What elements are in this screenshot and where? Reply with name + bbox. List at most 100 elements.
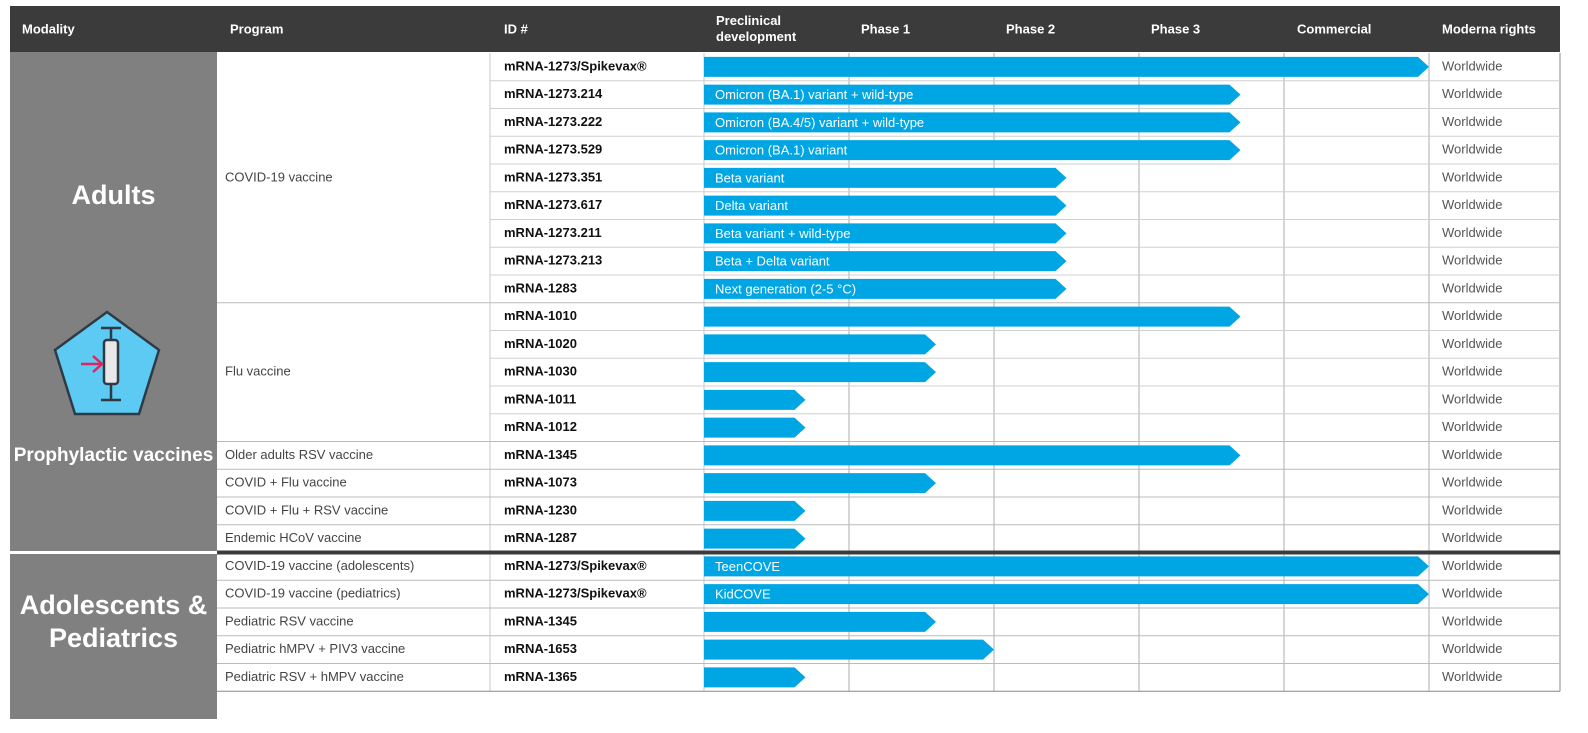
stage-bar [704,584,1429,605]
header-label: Phase 1 [861,21,910,36]
rights: Worldwide [1442,308,1502,323]
modality-name-box: Adolescents & Pediatrics [19,590,208,653]
header-label: Moderna rights [1442,21,1536,36]
rights: Worldwide [1442,225,1502,240]
rights: Worldwide [1442,391,1502,406]
stage-bar [704,278,1067,299]
stage-bar [704,528,806,549]
candidate-id: mRNA-1273.213 [504,253,602,268]
stage-bar [704,112,1241,133]
rights: Worldwide [1442,86,1502,101]
program-name: COVID-19 vaccine (pediatrics) [225,586,401,601]
header-bar [10,6,1560,52]
modality-subtitle-box: Prophylactic vaccines [13,444,214,466]
bar-label: Omicron (BA.4/5) variant + wild-type [715,115,924,130]
candidate-id: mRNA-1230 [504,502,577,517]
stage-bar [704,389,806,410]
header-label: Phase 2 [1006,21,1055,36]
rights: Worldwide [1442,142,1502,157]
bar-label: Next generation (2-5 °C) [715,281,856,296]
program-name: Pediatric RSV + hMPV vaccine [225,669,404,684]
bar-label: Beta + Delta variant [715,254,830,269]
rights: Worldwide [1442,364,1502,379]
program-name: COVID + Flu + RSV vaccine [225,502,388,517]
rights: Worldwide [1442,169,1502,184]
stage-bar [704,251,1067,272]
bar-label: Beta variant [715,170,785,185]
candidate-id: mRNA-1287 [504,530,577,545]
stage-bar [704,611,936,632]
stage-bar [704,362,936,383]
candidate-id: mRNA-1020 [504,336,577,351]
candidate-id: mRNA-1273/Spikevax® [504,586,647,601]
rights: Worldwide [1442,558,1502,573]
rights: Worldwide [1442,586,1502,601]
rights: Worldwide [1442,336,1502,351]
rights: Worldwide [1442,641,1502,656]
rights: Worldwide [1442,530,1502,545]
rights: Worldwide [1442,447,1502,462]
candidate-id: mRNA-1273.351 [504,169,602,184]
candidate-id: mRNA-1273/Spikevax® [504,558,647,573]
header-label: Preclinical development [716,13,797,44]
rights: Worldwide [1442,197,1502,212]
vaccine-icon [53,310,161,416]
stage-bar [704,223,1067,244]
bar-label: Omicron (BA.1) variant + wild-type [715,87,913,102]
stage-bar [704,500,806,521]
candidate-id: mRNA-1273.214 [504,86,603,101]
program-name: Endemic HCoV vaccine [225,530,362,545]
candidate-id: mRNA-1030 [504,364,577,379]
rights: Worldwide [1442,58,1502,73]
rights: Worldwide [1442,114,1502,129]
program-name: Pediatric hMPV + PIV3 vaccine [225,641,405,656]
candidate-id: mRNA-1012 [504,419,577,434]
program-name: COVID + Flu vaccine [225,475,347,490]
bar-label: Beta variant + wild-type [715,226,850,241]
candidate-id: mRNA-1073 [504,475,577,490]
stage-bar [704,167,1067,188]
rights: Worldwide [1442,475,1502,490]
program-name: COVID-19 vaccine [225,169,333,184]
bar-label: TeenCOVE [715,559,780,574]
rights: Worldwide [1442,669,1502,684]
modality-name: Adolescents & Pediatrics [19,590,208,653]
stage-bar [704,667,806,688]
rights: Worldwide [1442,502,1502,517]
candidate-id: mRNA-1273.222 [504,114,602,129]
candidate-id: mRNA-1011 [504,391,576,406]
rights: Worldwide [1442,419,1502,434]
rights: Worldwide [1442,253,1502,268]
stage-bar [704,417,806,438]
candidate-id: mRNA-1273/Spikevax® [504,58,647,73]
stage-bar [704,140,1241,161]
header-box: Preclinical development [716,13,797,44]
stage-bar [704,306,1241,327]
candidate-id: mRNA-1273.211 [504,225,602,240]
program-name: Pediatric RSV vaccine [225,613,354,628]
stage-bar [704,639,994,660]
candidate-id: mRNA-1283 [504,280,577,295]
rights: Worldwide [1442,613,1502,628]
bar-label: Omicron (BA.1) variant [715,143,848,158]
header-label: Commercial [1297,21,1371,36]
program-name: COVID-19 vaccine (adolescents) [225,558,414,573]
modality-subtitle: Prophylactic vaccines [13,444,214,466]
stage-bar [704,56,1429,77]
rights: Worldwide [1442,280,1502,295]
program-name: Older adults RSV vaccine [225,447,373,462]
bar-label: Delta variant [715,198,788,213]
stage-bar [704,556,1429,577]
stage-bar [704,334,936,355]
header-label: Modality [22,21,75,36]
candidate-id: mRNA-1345 [504,613,577,628]
stage-bar [704,84,1241,105]
header-label: Phase 3 [1151,21,1200,36]
bar-label: KidCOVE [715,587,771,602]
header-label: Program [230,21,283,36]
candidate-id: mRNA-1345 [504,447,577,462]
candidate-id: mRNA-1365 [504,669,577,684]
modality-name-box: Adults [72,180,156,210]
header-label: ID # [504,21,529,36]
